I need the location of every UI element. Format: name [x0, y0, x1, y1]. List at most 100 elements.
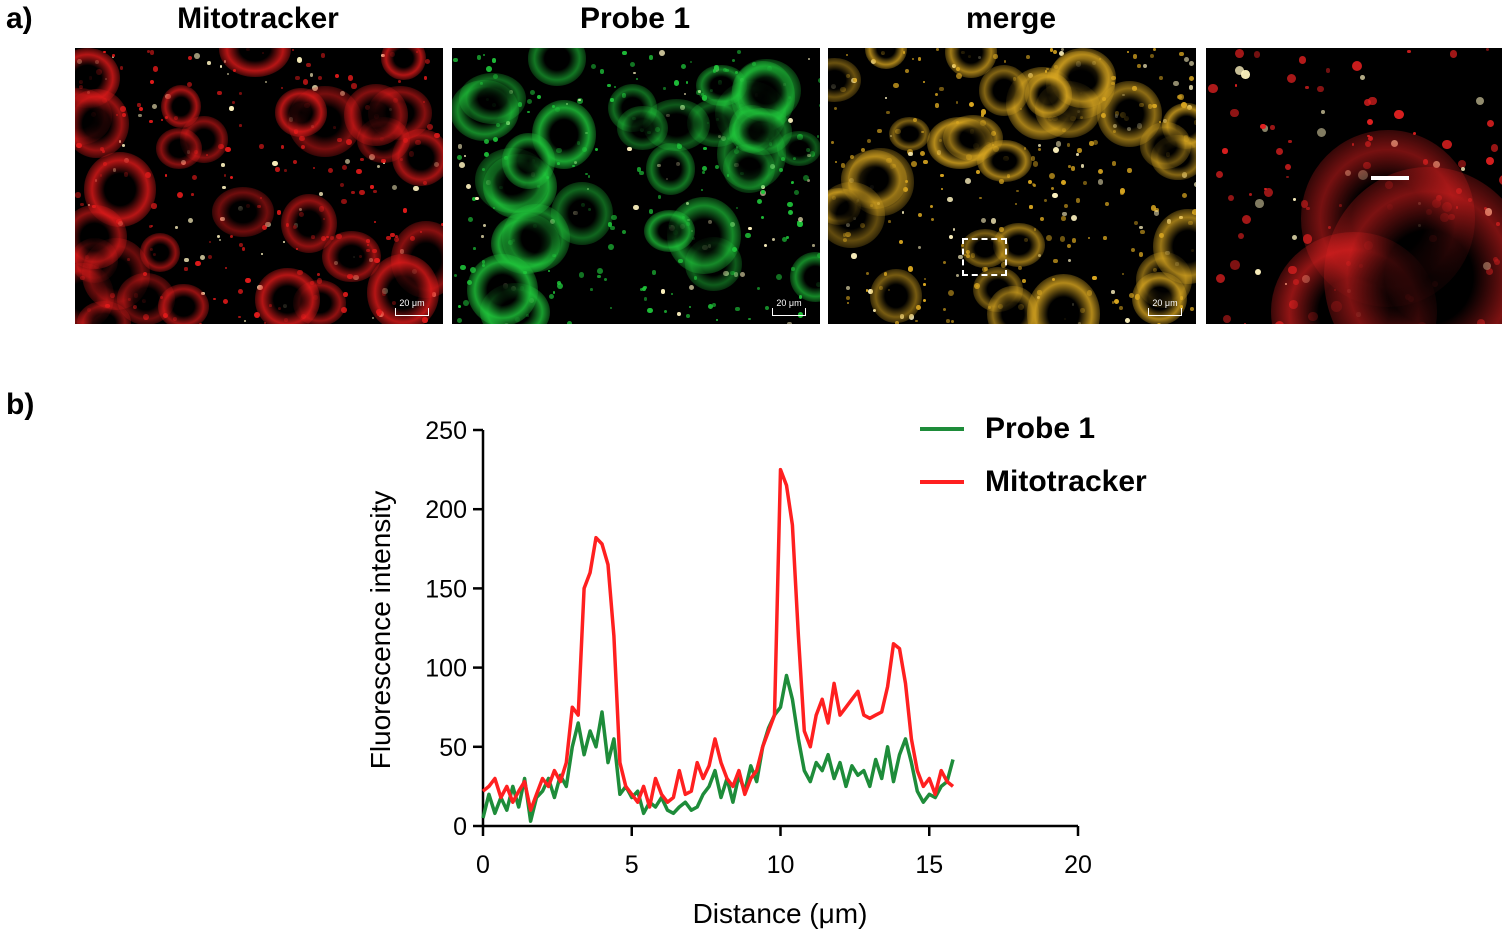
- image-title-mitotracker: Mitotracker: [177, 2, 339, 35]
- legend-label-probe: Probe 1: [985, 412, 1096, 445]
- fluorescent-spot: [1026, 55, 1031, 60]
- fluorescent-spot: [941, 187, 944, 191]
- fluorescent-spot: [1188, 84, 1194, 90]
- fluorescent-spot: [137, 103, 141, 107]
- fluorescent-spot: [1111, 301, 1114, 304]
- scale-bar: 20 μm: [395, 298, 429, 316]
- fluorescent-spot: [1066, 143, 1071, 147]
- fluorescent-spot: [1230, 259, 1240, 270]
- fluorescent-spot: [1154, 207, 1159, 213]
- y-tick-label: 250: [425, 417, 467, 445]
- legend-swatch-mitotracker: [920, 480, 964, 484]
- fluorescent-spot: [1286, 175, 1290, 179]
- fluorescent-spot: [373, 190, 377, 194]
- fluorescent-spot: [341, 164, 347, 170]
- fluorescent-spot: [689, 60, 692, 63]
- fluorescent-spot: [372, 316, 375, 320]
- fluorescent-spot: [485, 66, 492, 72]
- fluorescent-spot: [956, 101, 959, 104]
- fluorescent-spot: [1317, 127, 1327, 137]
- y-axis-label: Fluorescence intensity: [365, 491, 396, 770]
- x-tick-label: 0: [476, 851, 490, 879]
- fluorescent-spot: [763, 243, 768, 248]
- fluorescent-spot: [191, 193, 194, 196]
- cell-blob: [617, 106, 668, 151]
- probe-image: 20 μm: [452, 48, 820, 324]
- cell-blob: [645, 143, 696, 196]
- fluorescent-spot: [186, 81, 192, 87]
- image-title-probe: Probe 1: [579, 2, 691, 35]
- fluorescent-spot: [1052, 49, 1057, 54]
- fluorescent-spot: [831, 140, 835, 144]
- fluorescent-spot: [359, 157, 364, 162]
- fluorescent-spot: [745, 232, 752, 239]
- cell-blob: [1139, 122, 1192, 169]
- fluorescent-spot: [922, 159, 928, 165]
- fluorescent-spot: [75, 192, 81, 198]
- fluorescent-spot: [981, 109, 987, 115]
- fluorescent-spot: [917, 56, 922, 61]
- image-title-merge: merge: [965, 2, 1057, 35]
- fluorescent-spot: [176, 192, 183, 199]
- fluorescent-spot: [673, 80, 680, 86]
- fluorescent-spot: [930, 205, 934, 209]
- fluorescent-spot: [1288, 139, 1292, 144]
- fluorescent-spot: [453, 274, 457, 278]
- fluorescent-spot: [1037, 143, 1042, 148]
- fluorescent-spot: [1072, 238, 1077, 243]
- fluorescent-spot: [1000, 262, 1007, 268]
- fluorescent-spot: [1270, 125, 1275, 130]
- fluorescent-spot: [344, 158, 350, 164]
- fluorescent-spot: [865, 288, 869, 292]
- fluorescent-spot: [223, 298, 229, 304]
- fluorescent-spot: [1059, 236, 1066, 242]
- fluorescent-spot: [1321, 110, 1326, 114]
- fluorescent-spot: [229, 176, 234, 180]
- fluorescent-spot: [471, 197, 476, 202]
- fluorescent-spot: [639, 287, 643, 291]
- fluorescent-spot: [466, 183, 472, 189]
- fluorescent-spot: [312, 167, 316, 170]
- fluorescent-spot: [224, 266, 227, 269]
- legend-swatch-probe: [920, 427, 964, 431]
- fluorescent-spot: [594, 147, 599, 152]
- fluorescent-spot: [225, 146, 231, 153]
- fluorescent-spot: [151, 203, 157, 209]
- fluorescent-spot: [865, 272, 870, 276]
- fluorescent-spot: [1111, 161, 1116, 166]
- fluorescent-spot: [292, 48, 295, 51]
- fluorescent-spot: [1140, 229, 1145, 235]
- legend-item-probe: Probe 1: [920, 409, 1095, 449]
- fluorescent-spot: [457, 143, 463, 149]
- fluorescent-spot: [1127, 168, 1132, 173]
- fluorescent-spot: [1242, 214, 1252, 224]
- fluorescent-spot: [1030, 156, 1036, 161]
- fluorescent-spot: [915, 320, 918, 323]
- fluorescent-spot: [1364, 98, 1372, 107]
- fluorescent-spot: [788, 210, 794, 216]
- fluorescent-spot: [794, 189, 799, 195]
- fluorescent-spot: [700, 188, 704, 192]
- scale-bar: 20 μm: [772, 298, 806, 316]
- fluorescent-spot: [1179, 51, 1184, 57]
- fluorescent-spot: [526, 110, 530, 114]
- fluorescent-spot: [318, 76, 322, 80]
- fluorescent-spot: [585, 172, 588, 175]
- cell-blob: [1024, 72, 1072, 118]
- cell-blob: [828, 181, 885, 248]
- fluorescent-spot: [195, 260, 201, 267]
- fluorescent-spot: [797, 221, 803, 227]
- fluorescent-spot: [1052, 146, 1059, 153]
- fluorescent-spot: [901, 210, 905, 214]
- fluorescent-spot: [483, 224, 487, 228]
- fluorescent-spot: [1352, 61, 1363, 72]
- fluorescent-spot: [1317, 85, 1325, 93]
- fluorescent-spot: [1188, 75, 1195, 82]
- fluorescent-spot: [264, 80, 268, 84]
- fluorescent-spot: [920, 151, 926, 156]
- fluorescent-spot: [917, 245, 921, 249]
- fluorescent-spot: [934, 93, 938, 97]
- fluorescent-spot: [302, 79, 309, 85]
- fluorescent-spot: [1248, 192, 1253, 197]
- fluorescent-spot: [1003, 60, 1007, 64]
